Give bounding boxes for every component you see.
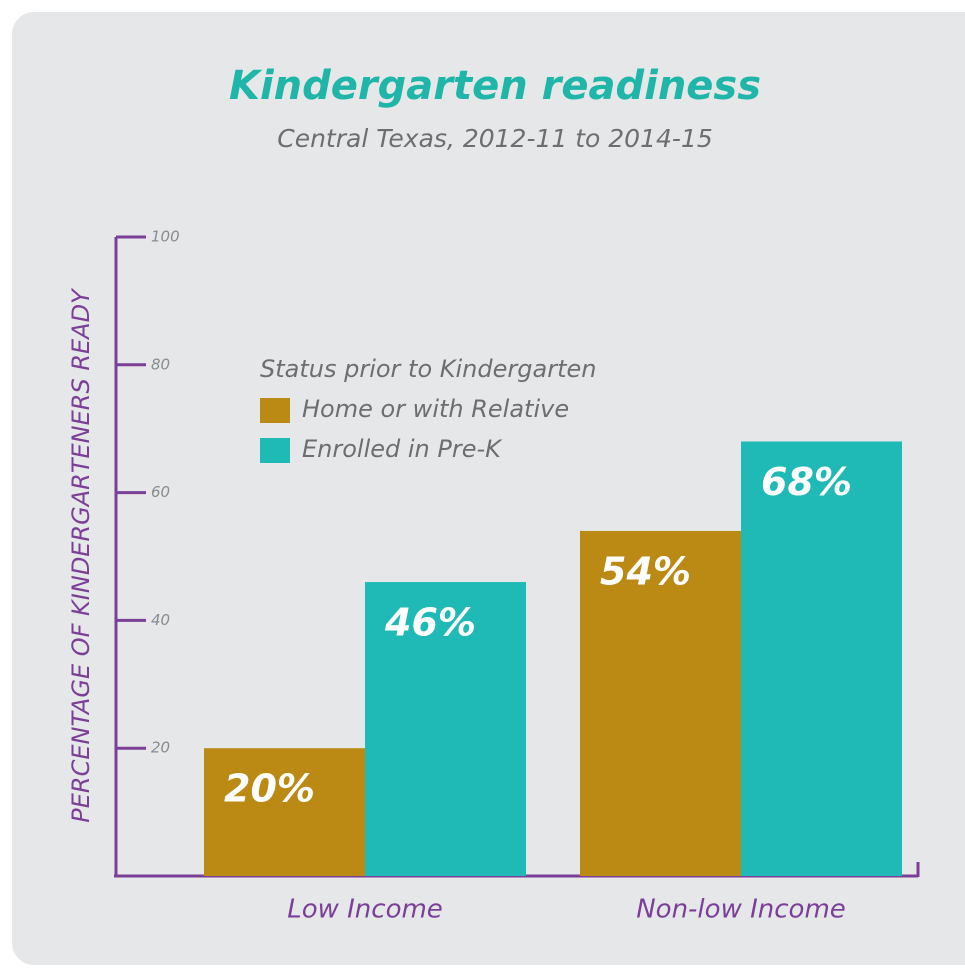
y-tick-label: 20 <box>151 739 170 757</box>
y-tick-label: 60 <box>151 483 170 501</box>
value-label: 20% <box>224 767 315 811</box>
value-label: 46% <box>384 601 476 645</box>
y-tick-label: 80 <box>151 355 170 373</box>
x-tick-label: Low Income <box>287 895 443 925</box>
x-tick-label: Non-low Income <box>636 895 846 925</box>
y-tick-label: 40 <box>151 611 170 629</box>
legend-label: Enrolled in Pre-K <box>302 435 503 463</box>
value-label: 68% <box>761 460 852 504</box>
bar <box>580 530 741 876</box>
y-axis-label: PERCENTAGE OF KINDERGARTENERS READY <box>67 287 95 823</box>
bar <box>365 582 526 876</box>
bar <box>741 441 902 876</box>
y-tick-label: 100 <box>151 228 180 246</box>
chart-subtitle: Central Texas, 2012-11 to 2014-15 <box>277 124 712 153</box>
bar <box>204 748 365 876</box>
legend-swatch <box>260 398 290 423</box>
chart-title: Kindergarten readiness <box>229 63 761 109</box>
legend-swatch <box>260 438 290 463</box>
legend-title: Status prior to Kindergarten <box>260 355 596 383</box>
value-label: 54% <box>600 549 691 593</box>
legend-label: Home or with Relative <box>302 395 569 423</box>
